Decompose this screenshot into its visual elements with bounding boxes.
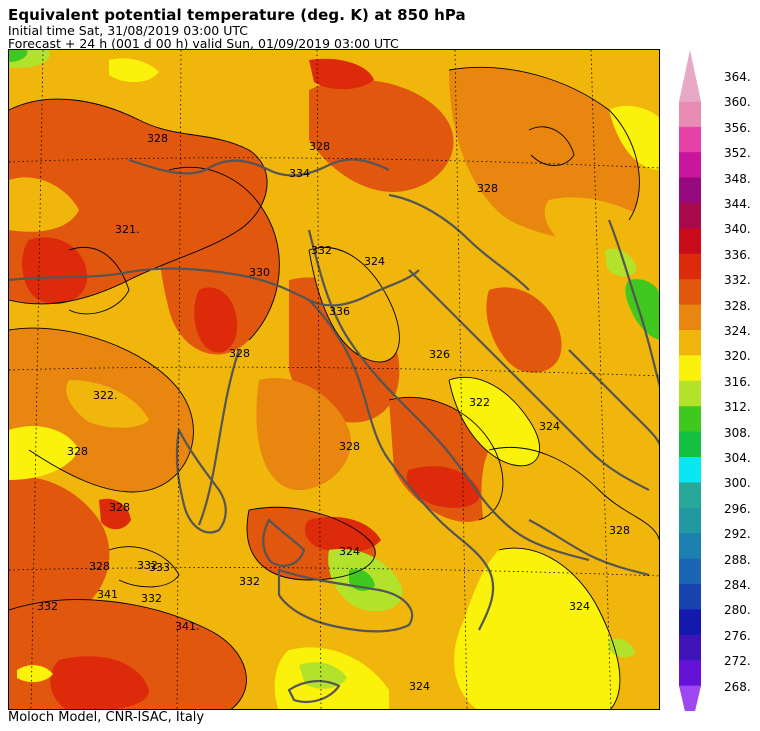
contour-label: 332 (239, 575, 260, 588)
colorbar (679, 50, 701, 731)
theta-e-336-region (22, 58, 480, 709)
colorbar-label: 304. (724, 451, 751, 465)
colorbar-label: 308. (724, 425, 751, 440)
colorbar-label: 272. (724, 654, 751, 669)
contour-label: 332 (311, 244, 332, 257)
colorbar-swatch (679, 660, 701, 687)
colorbar-swatch (679, 355, 701, 382)
contour-label: 328 (229, 347, 250, 360)
colorbar-label: 312. (724, 400, 751, 415)
contour-label: 328 (339, 440, 360, 453)
colorbar-swatch (679, 431, 701, 458)
contour-label: 332 (141, 592, 162, 605)
contour-label: 341. (175, 620, 200, 633)
theta-e-320-region (9, 58, 659, 709)
colorbar-swatch (679, 304, 701, 331)
equivalent-potential-temperature-map: 328 334 321. 328 332 336 330 328 322. 328 328 332 33… (8, 49, 660, 710)
colorbar-swatch (679, 380, 701, 407)
colorbar-label: 340. (724, 222, 751, 237)
colorbar-label: 348. (724, 171, 751, 186)
contour-label: 324 (364, 255, 385, 268)
colorbar-swatch (679, 330, 701, 356)
contour-label: 336 (329, 305, 350, 318)
contour-label: 334 (289, 167, 310, 180)
colorbar-swatch (679, 126, 701, 153)
colorbar-label: 320. (724, 349, 751, 364)
colorbar-swatch (679, 457, 701, 483)
contour-label: 328 (109, 501, 130, 514)
contour-label: 324 (409, 680, 430, 693)
initial-time-label: Initial time Sat, 31/08/2019 03:00 UTC (8, 23, 249, 38)
colorbar-label: 332. (724, 273, 751, 288)
colorbar-swatch (679, 685, 701, 731)
colorbar-swatches (679, 50, 701, 731)
colorbar-label: 352. (724, 146, 751, 161)
colorbar-swatch (679, 609, 701, 636)
colorbar-swatch (679, 279, 701, 306)
colorbar-label: 316. (724, 374, 751, 389)
contour-label: 332 (37, 600, 58, 613)
contour-label: 328 (89, 560, 110, 573)
colorbar-label: 364. (724, 70, 751, 84)
contour-label: 322. (93, 389, 118, 402)
contour-label: 326 (429, 348, 450, 361)
contour-label: 328 (609, 524, 630, 537)
colorbar-swatch (679, 50, 701, 102)
colorbar-label: 356. (724, 120, 751, 135)
coastlines-and-borders (9, 158, 659, 703)
colorbar-label: 284. (724, 578, 751, 592)
colorbar-label: 292. (724, 527, 751, 542)
contour-label: 324 (539, 420, 560, 433)
contour-label: 328 (147, 132, 168, 145)
colorbar-swatch (679, 406, 701, 433)
colorbar-swatch (679, 634, 701, 661)
contour-label: 333 (149, 561, 170, 574)
colorbar-label: 280. (724, 603, 751, 618)
forecast-valid-label: Forecast + 24 h (001 d 00 h) valid Sun, … (8, 36, 399, 51)
colorbar-swatch (679, 507, 701, 534)
colorbar-swatch (679, 584, 701, 610)
colorbar-label: 328. (724, 298, 751, 313)
contour-label: 328 (67, 445, 88, 458)
colorbar-swatch (679, 152, 701, 179)
contour-label: 321. (115, 223, 140, 236)
colorbar-swatch (679, 558, 701, 585)
lat-lon-graticule (9, 50, 659, 709)
contour-label: 328 (477, 182, 498, 195)
colorbar-label: 324. (724, 324, 751, 338)
colorbar-label: 360. (724, 95, 751, 110)
colorbar-label: 288. (724, 552, 751, 567)
model-credit: Moloch Model, CNR-ISAC, Italy (8, 710, 205, 725)
colorbar-swatch (679, 482, 701, 509)
contour-label: 322 (469, 396, 490, 409)
colorbar-label: 276. (724, 628, 751, 643)
colorbar-label: 344. (724, 197, 751, 211)
colorbar-swatch (679, 177, 701, 204)
colorbar-label: 268. (724, 679, 751, 694)
colorbar-swatch (679, 228, 701, 255)
colorbar-label: 300. (724, 476, 751, 491)
colorbar-swatch (679, 533, 701, 560)
map-title: Equivalent potential temperature (deg. K… (8, 6, 466, 24)
contour-label: 324 (569, 600, 590, 613)
colorbar-swatch (679, 101, 701, 128)
contour-labels: 328334321.328332336330328322.32832833233… (37, 132, 630, 693)
colorbar-label: 336. (724, 247, 751, 262)
colorbar-swatch (679, 203, 701, 229)
contour-label: 341 (97, 588, 118, 601)
colorbar-swatch (679, 253, 701, 280)
contour-label: 324 (339, 545, 360, 558)
contour-label: 328 (309, 140, 330, 153)
contour-label: 332 (137, 559, 158, 572)
colorbar-label: 296. (724, 501, 751, 516)
contour-label: 330 (249, 266, 270, 279)
